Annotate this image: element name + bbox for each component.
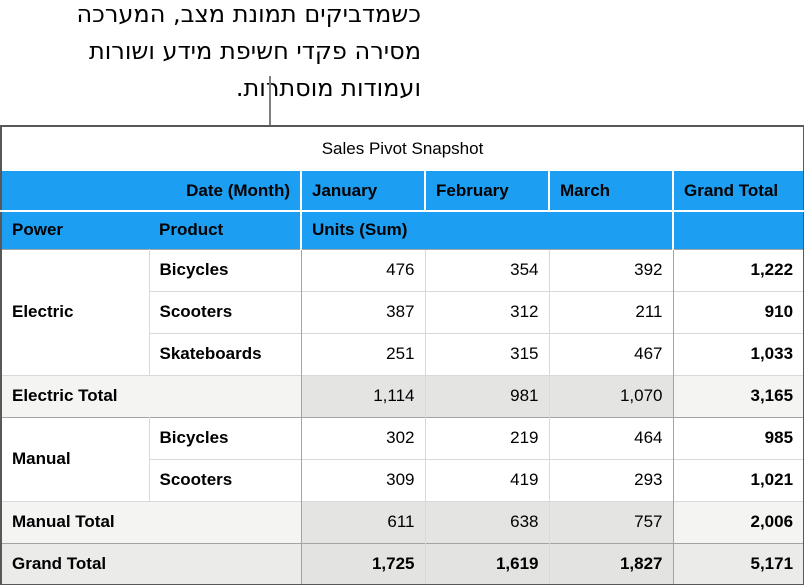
table-row: Sales Pivot Snapshot (1, 126, 804, 171)
table-row: Power Product Units (Sum) (1, 210, 804, 249)
cell-february[interactable]: 312 (424, 290, 549, 333)
cell-march[interactable]: 467 (548, 332, 673, 375)
values-header-units-sum[interactable]: Units (Sum) (300, 210, 673, 249)
annotation-line-2: מסירה פקדי חשיפת מידע ושורות (88, 37, 421, 65)
callout-connector-line (269, 76, 271, 126)
table-row: Manual Bicycles 302 219 464 985 (1, 416, 804, 501)
cell-grand-total[interactable]: 5,171 (672, 542, 804, 585)
row-label-grand-total[interactable]: Grand Total (1, 542, 301, 585)
table-row: Scooters 309 419 293 1,021 (1, 458, 804, 501)
cell-february[interactable]: 315 (424, 332, 549, 375)
cell-grand-total[interactable]: 2,006 (672, 500, 804, 543)
cell-march[interactable]: 1,070 (548, 374, 673, 417)
table-row: Grand Total 1,725 1,619 1,827 5,171 (1, 542, 804, 585)
cell-january[interactable]: 476 (300, 248, 425, 291)
table-row: Date (Month) January February March Gran… (1, 171, 804, 211)
cell-february[interactable]: 219 (424, 416, 549, 459)
row-header-product[interactable]: Product (149, 210, 301, 249)
column-header-february[interactable]: February (424, 171, 549, 211)
cell-march[interactable]: 464 (548, 416, 673, 459)
pivot-table: Sales Pivot Snapshot Date (Month) Januar… (0, 125, 804, 585)
row-label-bicycles[interactable]: Bicycles (148, 248, 301, 291)
row-label-manual-total[interactable]: Manual Total (1, 500, 301, 543)
column-header-january[interactable]: January (300, 171, 425, 211)
row-label-electric[interactable]: Electric (1, 248, 150, 375)
column-header-date-month[interactable]: Date (Month) (1, 171, 301, 211)
row-label-scooters[interactable]: Scooters (149, 458, 301, 501)
column-header-march[interactable]: March (548, 171, 673, 211)
cell-grand-total[interactable]: 1,021 (672, 458, 804, 501)
row-label-electric-total[interactable]: Electric Total (1, 374, 301, 417)
cell-january[interactable]: 251 (300, 332, 425, 375)
cell-march[interactable]: 1,827 (548, 542, 673, 585)
cell-january[interactable]: 387 (300, 290, 425, 333)
row-label-bicycles[interactable]: Bicycles (148, 416, 301, 459)
cell-grand-total[interactable]: 985 (672, 416, 804, 459)
cell-march[interactable]: 757 (548, 500, 673, 543)
table-row: Skateboards 251 315 467 1,033 (1, 332, 804, 375)
row-label-scooters[interactable]: Scooters (149, 290, 301, 333)
cell-february[interactable]: 638 (424, 500, 549, 543)
cell-grand-total[interactable]: 910 (672, 290, 804, 333)
cell-march[interactable]: 392 (548, 248, 673, 291)
cell-grand-total[interactable]: 3,165 (672, 374, 804, 417)
callout-annotation: כשמדביקים תמונת מצב, המערכה מסירה פקדי ח… (0, 0, 421, 107)
column-header-grand-total[interactable]: Grand Total (671, 171, 804, 211)
cell-february[interactable]: 981 (424, 374, 549, 417)
cell-march[interactable]: 211 (548, 290, 673, 333)
cell-grand-total[interactable]: 1,033 (672, 332, 804, 375)
cell-january[interactable]: 1,725 (300, 542, 425, 585)
cell-march[interactable]: 293 (548, 458, 673, 501)
cell-february[interactable]: 354 (424, 248, 549, 291)
table-title: Sales Pivot Snapshot (1, 126, 804, 171)
row-label-manual[interactable]: Manual (1, 416, 150, 501)
cell-january[interactable]: 1,114 (300, 374, 425, 417)
grand-total-header-spacer (671, 210, 804, 249)
row-header-power[interactable]: Power (1, 210, 149, 249)
annotation-line-1: כשמדביקים תמונת מצב, המערכה (76, 0, 421, 28)
cell-february[interactable]: 419 (424, 458, 549, 501)
cell-february[interactable]: 1,619 (424, 542, 549, 585)
table-row: Scooters 387 312 211 910 (1, 290, 804, 333)
table-row: Manual Total 611 638 757 2,006 (1, 500, 804, 543)
row-label-skateboards[interactable]: Skateboards (149, 332, 301, 375)
cell-grand-total[interactable]: 1,222 (672, 248, 804, 291)
cell-january[interactable]: 302 (300, 416, 425, 459)
table-row: Electric Total 1,114 981 1,070 3,165 (1, 374, 804, 417)
cell-january[interactable]: 309 (300, 458, 425, 501)
cell-january[interactable]: 611 (300, 500, 425, 543)
table-row: Electric Bicycles 476 354 392 1,222 (1, 248, 804, 375)
annotation-line-3: ועמודות מוסתרות. (235, 74, 421, 102)
